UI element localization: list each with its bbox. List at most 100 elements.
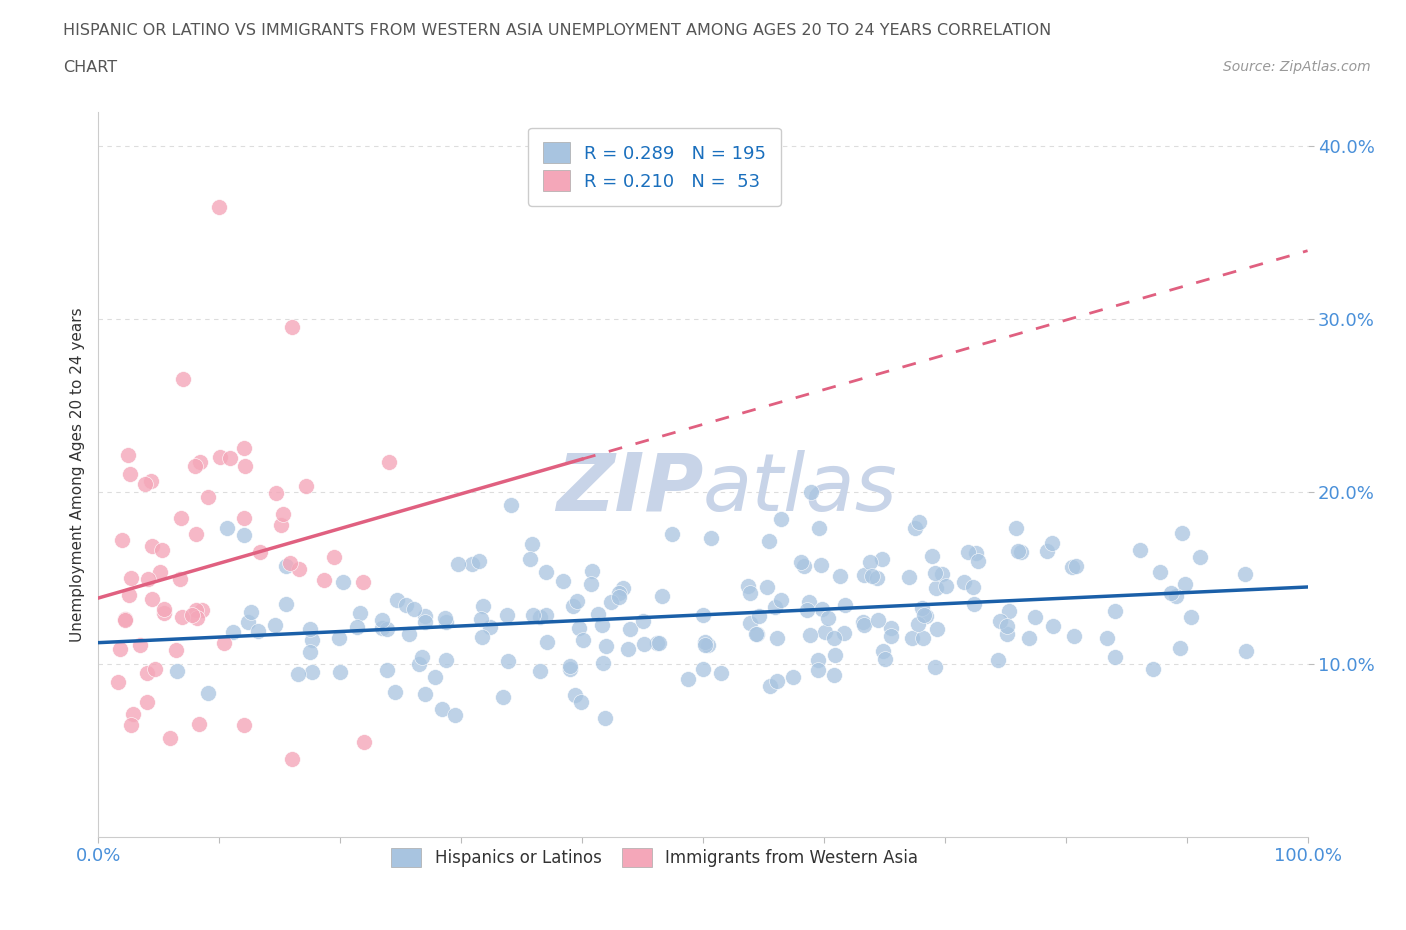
Point — [273, 507, 295, 522]
Point — [648, 635, 671, 650]
Point — [817, 611, 839, 626]
Point — [534, 607, 557, 622]
Point — [215, 521, 238, 536]
Point — [498, 653, 520, 668]
Point — [898, 570, 921, 585]
Point — [118, 467, 141, 482]
Point — [270, 517, 292, 532]
Point — [519, 551, 541, 566]
Point — [1104, 604, 1126, 618]
Point — [186, 603, 208, 618]
Point — [221, 625, 243, 640]
Point — [1164, 589, 1187, 604]
Point — [314, 573, 336, 588]
Point — [1104, 649, 1126, 664]
Point — [184, 526, 207, 541]
Point — [935, 578, 957, 593]
Point — [988, 614, 1011, 629]
Point — [868, 613, 890, 628]
Point — [737, 578, 759, 593]
Point — [371, 613, 394, 628]
Point — [692, 608, 714, 623]
Point — [823, 667, 845, 682]
Point — [924, 565, 946, 580]
Point — [581, 577, 603, 591]
Point — [859, 554, 882, 569]
Point — [385, 592, 408, 607]
Point — [301, 665, 323, 680]
Point — [212, 635, 235, 650]
Point — [619, 621, 641, 636]
Point — [232, 717, 254, 732]
Point — [963, 596, 986, 611]
Point — [187, 717, 209, 732]
Point — [592, 656, 614, 671]
Point — [135, 695, 157, 710]
Point — [134, 477, 156, 492]
Point — [107, 674, 129, 689]
Point — [633, 636, 655, 651]
Point — [208, 199, 231, 214]
Point — [328, 631, 350, 645]
Point — [148, 565, 170, 579]
Point — [699, 530, 721, 545]
Point — [911, 601, 934, 616]
Point — [1064, 559, 1087, 574]
Point — [872, 551, 894, 566]
Point — [631, 614, 654, 629]
Point — [866, 571, 889, 586]
Point — [793, 559, 815, 574]
Point — [800, 485, 823, 499]
Point — [186, 611, 208, 626]
Point — [323, 550, 346, 565]
Point — [568, 620, 591, 635]
Point — [1097, 631, 1119, 645]
Point — [1234, 644, 1257, 658]
Point — [413, 614, 436, 629]
Point — [962, 579, 984, 594]
Point — [492, 690, 515, 705]
Point — [617, 642, 640, 657]
Point — [188, 455, 211, 470]
Point — [143, 662, 166, 677]
Point — [434, 652, 457, 667]
Point — [965, 546, 987, 561]
Point — [931, 567, 953, 582]
Point — [398, 627, 420, 642]
Point — [299, 621, 322, 636]
Point — [756, 579, 779, 594]
Point — [529, 664, 551, 679]
Point — [1040, 536, 1063, 551]
Point — [150, 543, 173, 558]
Point — [384, 684, 406, 699]
Point — [799, 594, 821, 609]
Point — [375, 663, 398, 678]
Point — [1234, 566, 1257, 581]
Point — [1036, 544, 1059, 559]
Point — [1189, 550, 1212, 565]
Point — [375, 621, 398, 636]
Point — [191, 603, 214, 618]
Point — [907, 617, 929, 631]
Point — [1024, 609, 1046, 624]
Point — [522, 607, 544, 622]
Point — [276, 597, 298, 612]
Point — [153, 605, 176, 620]
Point — [184, 458, 207, 473]
Point — [678, 671, 700, 686]
Point — [415, 609, 437, 624]
Point — [169, 571, 191, 586]
Point — [697, 638, 720, 653]
Point — [912, 607, 935, 622]
Point — [135, 665, 157, 680]
Point — [551, 574, 574, 589]
Point — [434, 614, 457, 629]
Point — [233, 458, 256, 473]
Point — [434, 610, 457, 625]
Point — [904, 521, 927, 536]
Point — [1142, 662, 1164, 677]
Point — [695, 635, 717, 650]
Point — [789, 554, 811, 569]
Point — [692, 661, 714, 676]
Point — [748, 608, 770, 623]
